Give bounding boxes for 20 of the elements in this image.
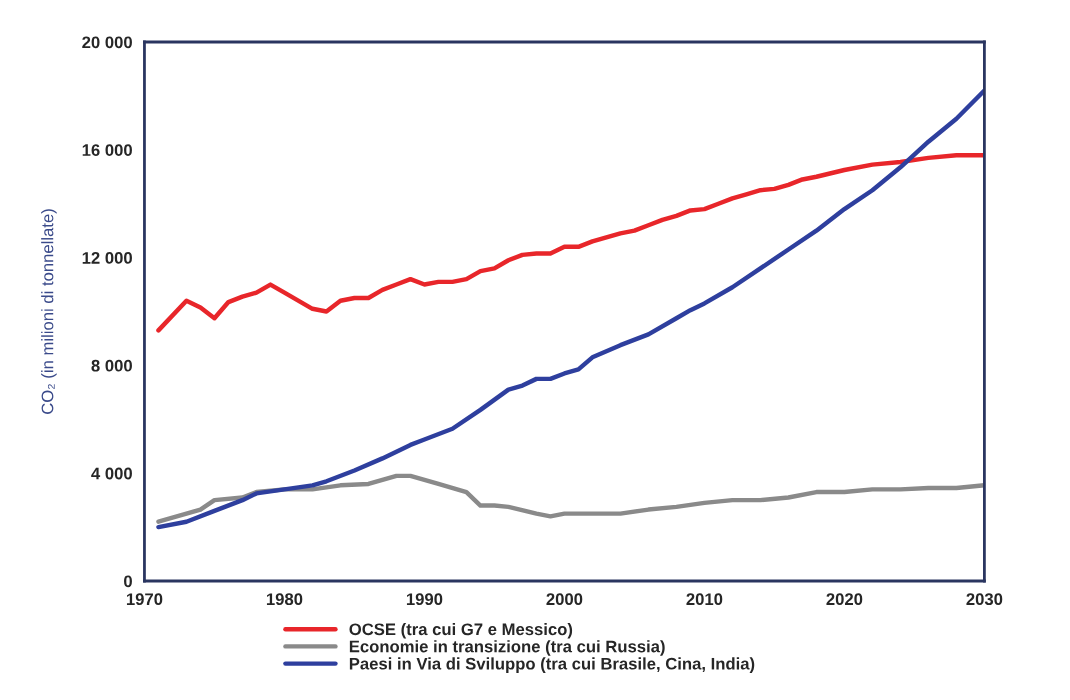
y-tick-label: 20 000 [82, 36, 132, 49]
x-tick-label: 2010 [686, 593, 723, 606]
line-series [156, 88, 985, 530]
y-tick-label: 8 000 [91, 359, 132, 372]
y-tick-label: 16 000 [82, 144, 132, 156]
x-tick-label: 2020 [826, 593, 863, 606]
legend-label: Paesi in Via di Sviluppo (tra cui Brasile, Cina, India) [349, 657, 755, 673]
x-tick-label: 1970 [126, 593, 163, 606]
y-tick-label: 0 [124, 575, 132, 588]
line-series [156, 152, 985, 333]
x-tick-label: 1990 [406, 593, 443, 606]
x-tick-label: 1980 [266, 593, 303, 606]
x-tick-label: 2000 [546, 593, 583, 606]
x-tick-label: 2030 [966, 593, 1003, 606]
y-tick-label: 12 000 [82, 252, 132, 264]
legend-label: Economie in transizione (tra cui Russia) [349, 640, 665, 656]
y-axis-title: CO₂ (in milioni di tonnellate) [41, 209, 57, 414]
legend-label: OCSE (tra cui G7 e Messico) [349, 622, 573, 639]
line-series [156, 473, 985, 524]
y-tick-label: 4 000 [91, 467, 132, 480]
